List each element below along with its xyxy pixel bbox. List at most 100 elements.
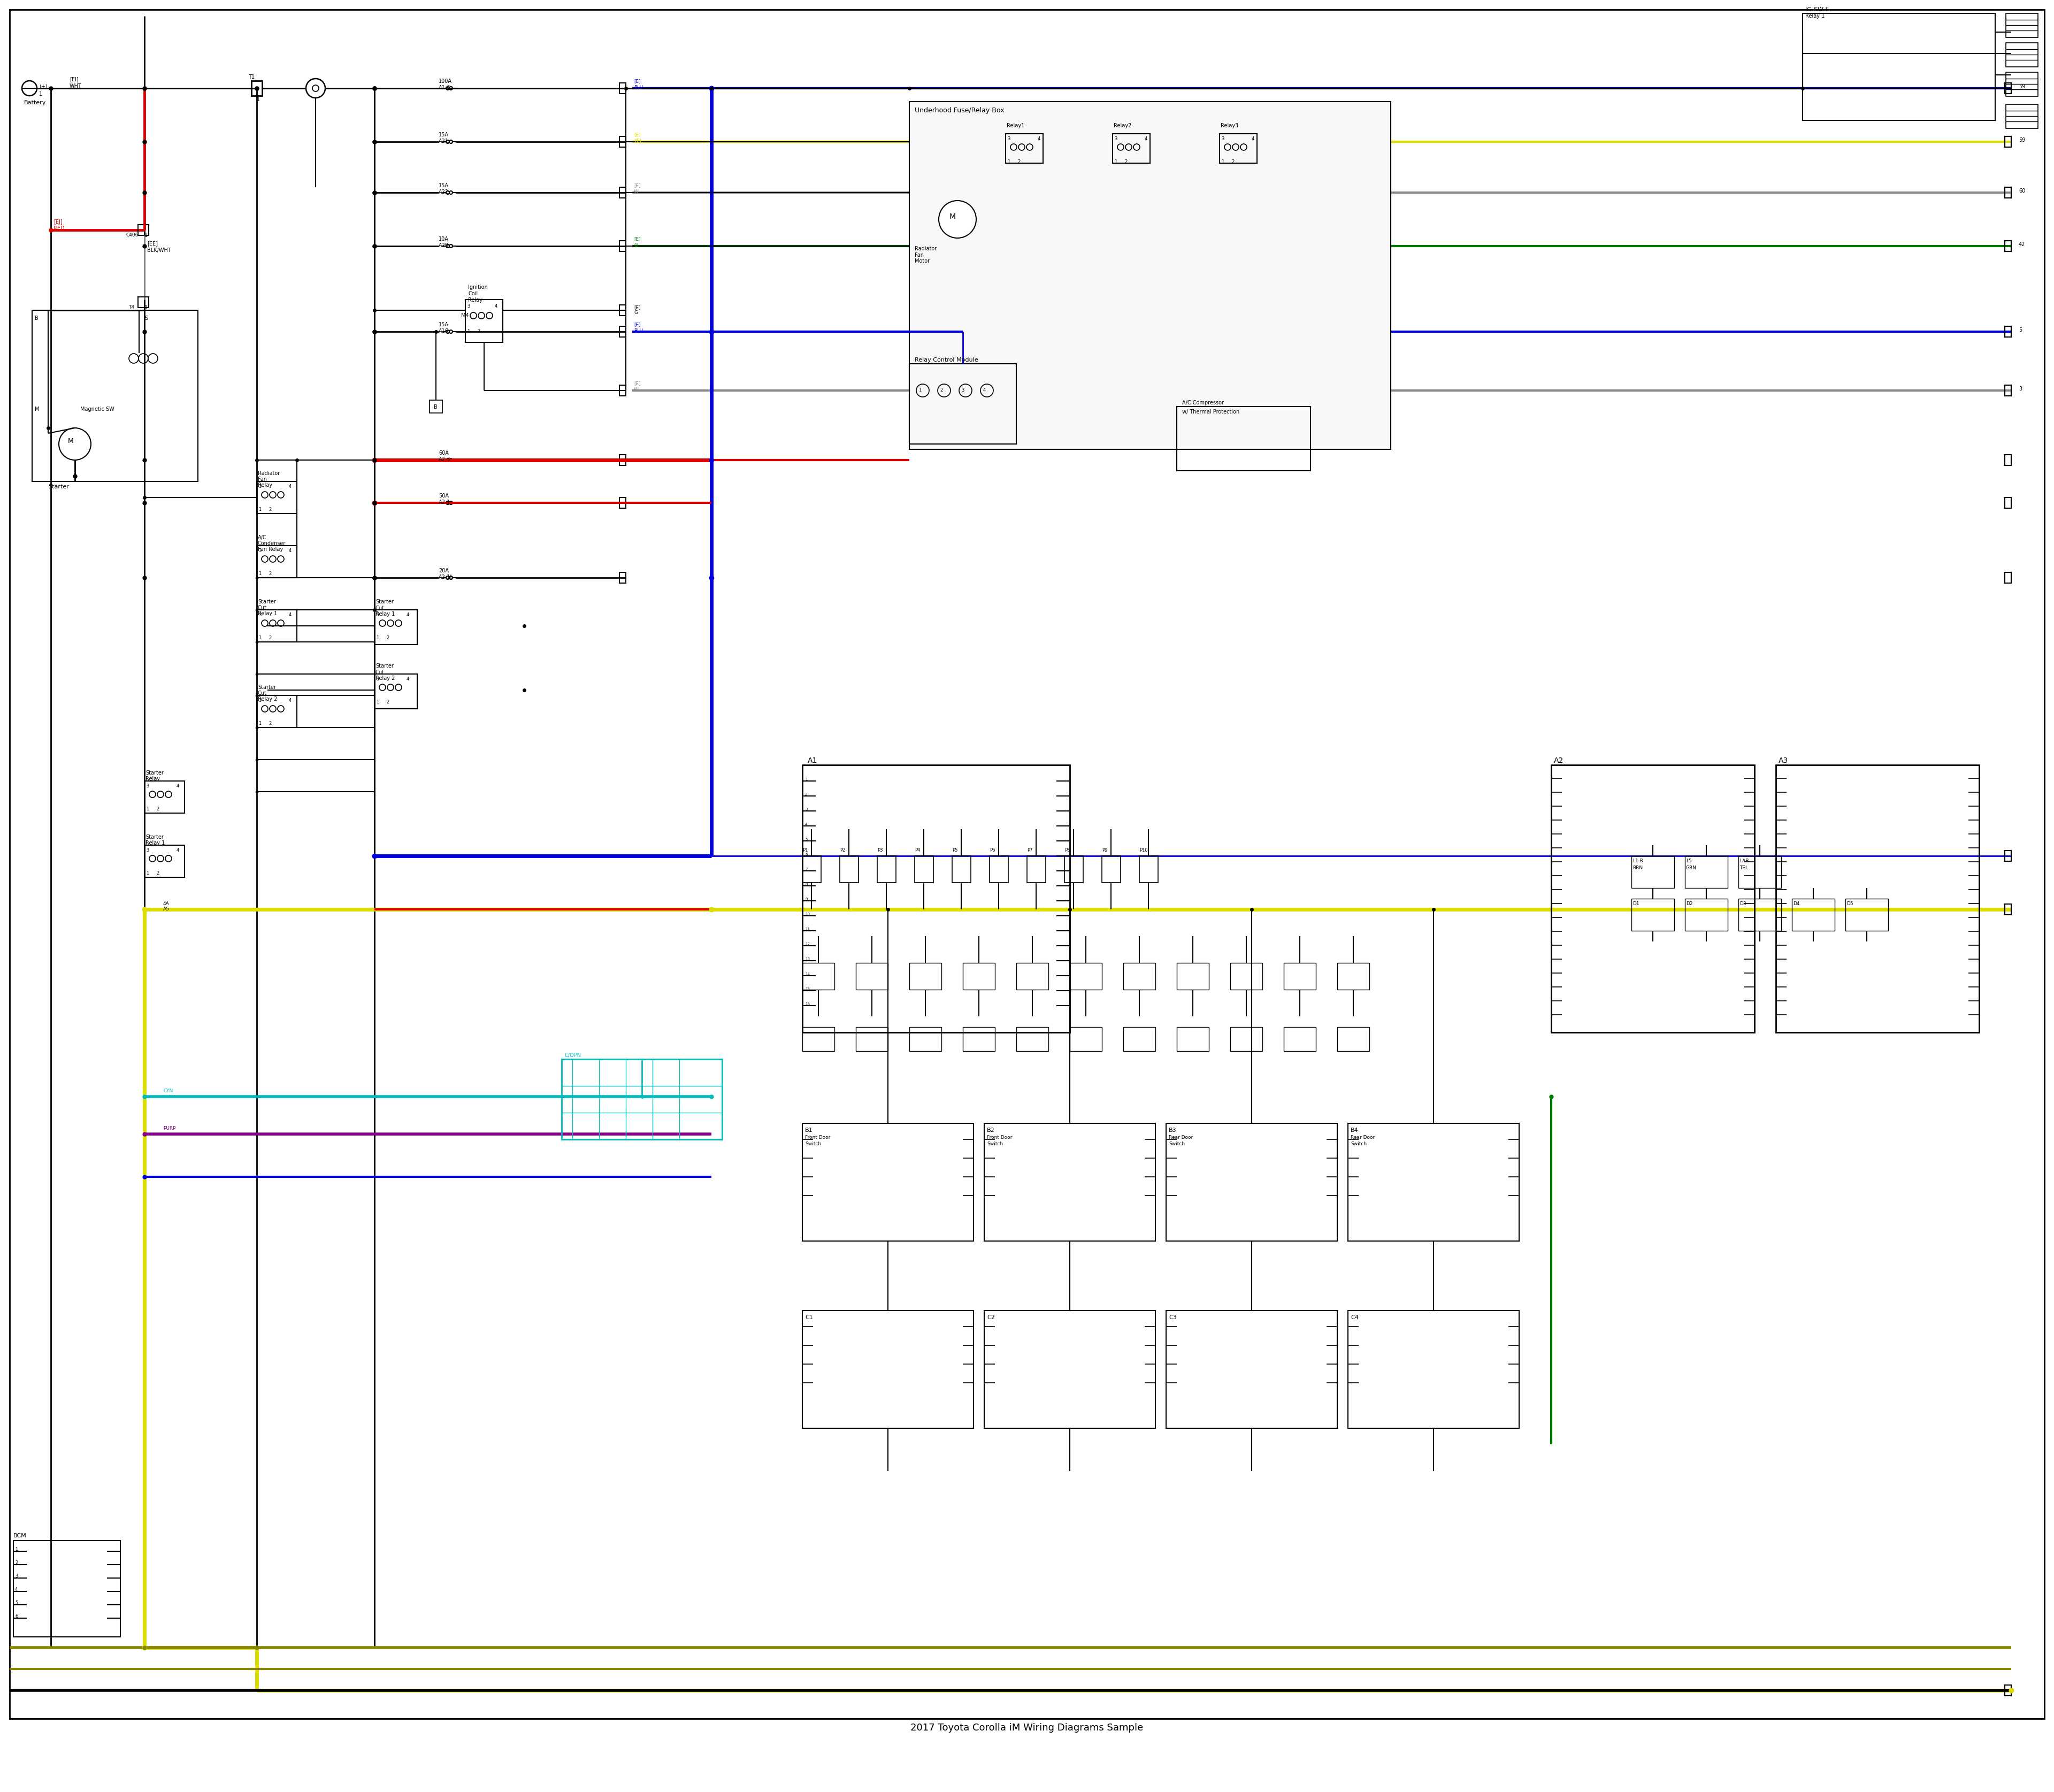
Bar <box>877 857 896 883</box>
Text: 3: 3 <box>259 699 261 702</box>
Text: 2: 2 <box>1230 159 1234 165</box>
Text: 1: 1 <box>144 233 148 238</box>
Text: 3: 3 <box>2019 387 2021 392</box>
Text: Starter: Starter <box>259 599 275 604</box>
Bar <box>2005 385 2011 396</box>
Text: Starter
Cut
Relay 1: Starter Cut Relay 1 <box>376 599 394 616</box>
Text: D3: D3 <box>1740 901 1746 907</box>
Text: TEL: TEL <box>1740 866 1748 871</box>
Text: BLU: BLU <box>635 328 643 333</box>
Text: BLU: BLU <box>635 84 643 90</box>
Text: w/ Thermal Protection: w/ Thermal Protection <box>1183 409 1239 414</box>
Text: 5: 5 <box>805 837 807 840</box>
Text: [E]: [E] <box>635 183 641 188</box>
Text: 4: 4 <box>14 1588 18 1591</box>
Bar <box>2005 82 2011 93</box>
Text: C4: C4 <box>1352 1315 1358 1321</box>
Text: Switch: Switch <box>805 1142 822 1147</box>
Bar <box>803 765 1070 1032</box>
Text: 4: 4 <box>495 305 497 308</box>
Text: Relay1: Relay1 <box>1006 124 1025 129</box>
Text: A22: A22 <box>440 190 450 195</box>
Text: 2: 2 <box>269 507 271 513</box>
Text: 4: 4 <box>805 823 807 826</box>
Text: [E]: [E] <box>635 133 641 136</box>
Bar <box>1167 1124 1337 1242</box>
Text: P3: P3 <box>877 848 883 853</box>
Text: BLK/WHT: BLK/WHT <box>148 247 170 253</box>
Text: 13: 13 <box>805 957 809 961</box>
Bar <box>857 962 887 989</box>
Text: [EE]: [EE] <box>148 240 158 246</box>
Text: [E]
G: [E] G <box>635 305 641 315</box>
Bar <box>1284 1027 1317 1052</box>
Bar <box>803 857 822 883</box>
Bar <box>803 1027 834 1052</box>
Text: [E]: [E] <box>635 79 641 84</box>
Bar <box>620 240 626 251</box>
Text: C/OPN: C/OPN <box>565 1052 581 1057</box>
Text: Relay 2: Relay 2 <box>259 697 277 702</box>
Text: A/C Compressor: A/C Compressor <box>1183 400 1224 405</box>
Text: D2: D2 <box>1686 901 1692 907</box>
Text: 1: 1 <box>257 97 261 102</box>
Text: 2: 2 <box>941 387 943 392</box>
Text: A/C: A/C <box>259 536 267 539</box>
Text: 16: 16 <box>805 1002 809 1005</box>
Text: 1: 1 <box>144 305 148 310</box>
Text: 4: 4 <box>1144 136 1148 142</box>
Text: 2: 2 <box>477 330 481 333</box>
Circle shape <box>60 428 90 461</box>
Text: C406: C406 <box>125 233 140 238</box>
Text: Switch: Switch <box>1169 1142 1185 1147</box>
Text: P9: P9 <box>1101 848 1107 853</box>
Text: 3: 3 <box>376 613 378 616</box>
Text: B1: B1 <box>805 1127 813 1133</box>
Circle shape <box>306 79 325 99</box>
Bar <box>1177 1027 1210 1052</box>
Bar <box>1220 134 1257 163</box>
Text: P4: P4 <box>914 848 920 853</box>
Text: 3: 3 <box>961 387 963 392</box>
Bar <box>2005 903 2011 914</box>
Text: 6: 6 <box>805 853 807 857</box>
Text: 15A: 15A <box>440 323 448 328</box>
Text: A1: A1 <box>807 756 817 765</box>
Text: A16: A16 <box>440 328 448 333</box>
Text: 10: 10 <box>805 912 809 916</box>
Text: 4: 4 <box>1251 136 1255 142</box>
Bar <box>2005 326 2011 337</box>
Text: A29: A29 <box>440 244 448 249</box>
Text: [E]: [E] <box>635 237 641 242</box>
Text: LAB: LAB <box>1740 858 1748 864</box>
Text: P5: P5 <box>953 848 957 853</box>
Text: 3: 3 <box>1113 136 1117 142</box>
Text: 1: 1 <box>466 330 470 333</box>
Bar <box>2005 851 2011 862</box>
Text: Magnetic SW: Magnetic SW <box>80 407 115 412</box>
Bar <box>2005 572 2011 582</box>
Bar <box>2005 240 2011 251</box>
Text: 4: 4 <box>290 484 292 489</box>
Text: [E]: [E] <box>635 382 641 385</box>
Text: B: B <box>35 315 39 321</box>
Text: 3: 3 <box>466 305 470 308</box>
Bar <box>1738 898 1781 930</box>
Text: CYN: CYN <box>162 1088 173 1093</box>
Text: C1: C1 <box>805 1315 813 1321</box>
Bar <box>620 82 626 93</box>
Text: 8: 8 <box>805 883 807 885</box>
Text: 3: 3 <box>1222 136 1224 142</box>
Bar <box>1017 1027 1048 1052</box>
Text: Relay2: Relay2 <box>1113 124 1132 129</box>
Text: 2: 2 <box>386 636 388 640</box>
Text: 2: 2 <box>1124 159 1128 165</box>
Text: 2: 2 <box>14 1561 18 1564</box>
Text: A3: A3 <box>1779 756 1789 765</box>
Bar <box>2005 186 2011 197</box>
Bar <box>1684 857 1727 889</box>
Text: Relay 1: Relay 1 <box>259 611 277 616</box>
Text: 1: 1 <box>376 636 378 640</box>
Bar <box>620 305 626 315</box>
Text: 3: 3 <box>146 783 148 788</box>
